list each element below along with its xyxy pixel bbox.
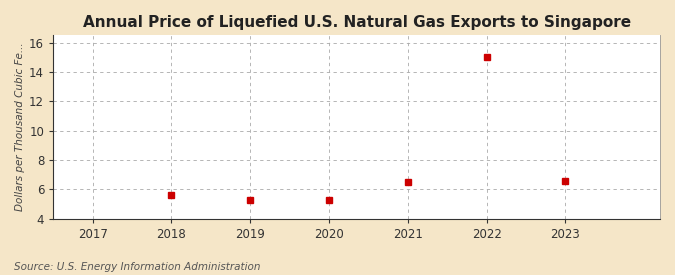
Title: Annual Price of Liquefied U.S. Natural Gas Exports to Singapore: Annual Price of Liquefied U.S. Natural G…: [82, 15, 630, 30]
Text: Source: U.S. Energy Information Administration: Source: U.S. Energy Information Administ…: [14, 262, 260, 272]
Y-axis label: Dollars per Thousand Cubic Fe...: Dollars per Thousand Cubic Fe...: [15, 43, 25, 211]
